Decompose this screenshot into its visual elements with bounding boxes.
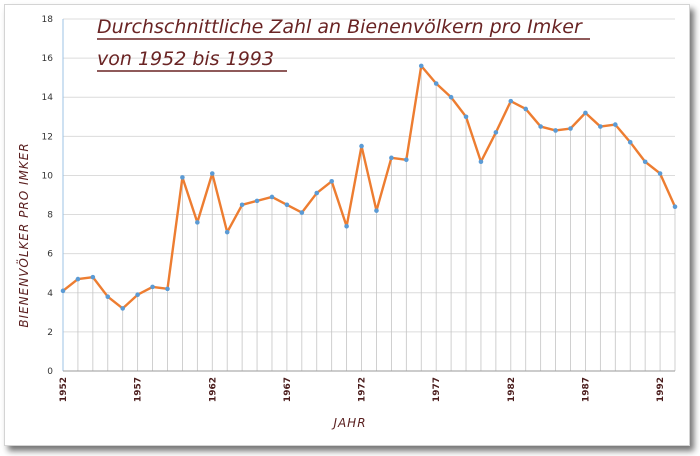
data-point xyxy=(165,286,170,292)
data-point xyxy=(284,202,290,208)
y-tick-label: 0 xyxy=(47,367,53,377)
y-tick-label: 2 xyxy=(47,328,53,338)
data-point xyxy=(598,124,603,129)
data-point xyxy=(90,274,96,280)
x-tick-label: 1977 xyxy=(432,377,442,402)
data-point xyxy=(314,190,320,196)
x-tick-label: 1982 xyxy=(507,377,517,402)
data-point xyxy=(404,157,409,163)
x-tick-label: 1952 xyxy=(59,377,69,402)
grid xyxy=(63,18,675,372)
data-point xyxy=(657,171,663,176)
y-tick-label: 8 xyxy=(47,211,53,221)
chart-title: Durchschnittliche Zahl an Bienenvölkern … xyxy=(97,16,583,38)
data-point xyxy=(418,63,424,69)
y-tick-label: 14 xyxy=(42,93,54,103)
data-point xyxy=(583,110,588,116)
y-tick-label: 4 xyxy=(47,289,53,299)
series-line xyxy=(62,64,677,310)
data-point xyxy=(448,94,454,100)
x-tick-label: 1967 xyxy=(283,377,293,402)
data-point xyxy=(150,284,155,290)
y-tick-label: 16 xyxy=(42,54,54,64)
data-point xyxy=(433,81,439,86)
data-markers xyxy=(60,63,678,311)
data-point xyxy=(195,220,200,225)
line-chart: 0 2 4 6 8 10 12 14 16 18 1952 1957 1962 1967 1972 1977… xyxy=(15,15,678,430)
data-point xyxy=(180,175,185,180)
data-point xyxy=(359,143,364,149)
x-tick-label: 1972 xyxy=(358,377,368,402)
chart-frame: 0 2 4 6 8 10 12 14 16 18 1952 1957 1962 1967 1972 1977… xyxy=(4,4,690,446)
data-point xyxy=(642,159,648,165)
data-point xyxy=(224,229,230,235)
x-tick-label: 1992 xyxy=(656,377,666,402)
y-axis-label: BIENENVÖLKER PRO IMKER xyxy=(15,142,31,327)
data-point xyxy=(344,223,349,229)
x-axis-label: JAHR xyxy=(331,416,366,430)
series-bienenvoelker xyxy=(62,64,677,310)
data-point xyxy=(209,171,215,176)
data-point xyxy=(329,179,334,184)
data-point xyxy=(508,98,514,104)
y-tick-label: 6 xyxy=(47,250,53,260)
data-point xyxy=(568,126,573,131)
data-point xyxy=(299,210,305,215)
data-point xyxy=(627,139,633,145)
data-point xyxy=(538,124,543,129)
data-point xyxy=(60,288,66,294)
data-point xyxy=(135,292,140,298)
data-point xyxy=(463,114,469,120)
axes xyxy=(62,19,675,372)
data-point xyxy=(269,194,275,200)
data-point xyxy=(239,202,245,208)
data-point xyxy=(478,159,484,165)
y-tick-label: 12 xyxy=(42,132,53,142)
data-point xyxy=(612,122,618,127)
y-tick-label: 10 xyxy=(42,171,54,181)
drop-lines xyxy=(62,65,676,371)
data-point xyxy=(523,106,529,112)
data-point xyxy=(553,128,558,133)
data-point xyxy=(120,306,126,311)
x-tick-label: 1957 xyxy=(134,377,144,402)
data-point xyxy=(254,198,260,204)
data-point xyxy=(374,208,379,213)
data-point xyxy=(75,276,81,282)
chart-subtitle: von 1952 bis 1993 xyxy=(97,48,274,70)
y-tick-labels: 0 2 4 6 8 10 12 14 16 18 xyxy=(42,15,54,377)
data-point xyxy=(493,130,499,135)
x-tick-label: 1962 xyxy=(208,377,218,402)
data-point xyxy=(105,294,111,299)
y-tick-label: 18 xyxy=(42,15,54,25)
data-point xyxy=(672,204,678,210)
x-tick-labels: 1952 1957 1962 1967 1972 1977 1982 1987 1992 xyxy=(59,377,666,402)
data-point xyxy=(389,155,394,161)
x-tick-label: 1987 xyxy=(581,377,591,402)
